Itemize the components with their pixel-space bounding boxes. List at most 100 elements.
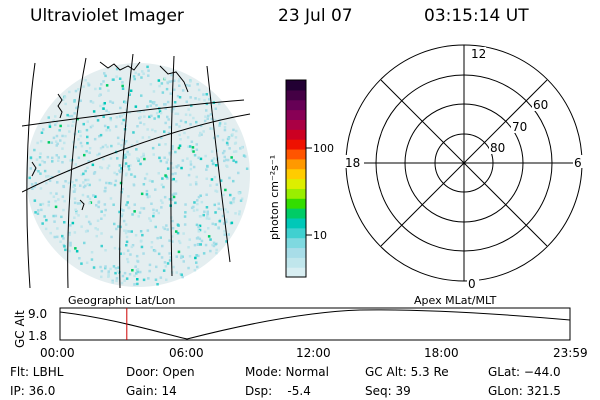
emission-pixel [92, 110, 96, 113]
emission-pixel [238, 210, 241, 213]
emission-pixel [176, 231, 180, 235]
emission-pixel [71, 180, 74, 184]
colorbar-segment [286, 267, 306, 278]
emission-pixel [200, 133, 203, 136]
emission-pixel [86, 229, 89, 233]
emission-pixel [92, 266, 96, 269]
emission-pixel [117, 142, 120, 145]
coastline [31, 61, 189, 211]
emission-pixel [178, 144, 182, 147]
emission-pixel [142, 207, 146, 210]
emission-pixel [78, 257, 81, 260]
emission-pixel [90, 251, 94, 254]
emission-pixel [181, 89, 185, 92]
emission-pixel [85, 128, 89, 132]
colorbar-segment [286, 158, 306, 170]
emission-pixel [176, 112, 180, 116]
emission-pixel [223, 233, 226, 236]
emission-pixel [52, 195, 56, 198]
emission-pixel [178, 84, 181, 87]
longitude-line [170, 55, 175, 277]
emission-pixel [53, 220, 56, 223]
emission-pixel [206, 210, 209, 213]
emission-pixel [61, 147, 64, 150]
emission-pixel [79, 99, 82, 102]
emission-pixel [232, 179, 235, 183]
emission-pixel [127, 195, 130, 198]
emission-pixel [133, 210, 136, 213]
emission-pixel [143, 157, 146, 161]
date-label: 23 Jul 07 [278, 6, 353, 26]
emission-pixel [102, 103, 105, 106]
emission-pixel [97, 205, 100, 209]
emission-pixel [234, 160, 238, 164]
emission-pixel [142, 278, 146, 282]
emission-pixel [134, 265, 137, 268]
emission-pixel [100, 275, 103, 279]
emission-pixel [225, 240, 228, 243]
emission-pixel [194, 181, 198, 184]
emission-pixel [218, 124, 221, 127]
emission-pixel [228, 147, 231, 150]
emission-pixel [129, 164, 132, 167]
emission-pixel [36, 141, 39, 145]
colorbar-segment [286, 237, 306, 249]
emission-pixel [89, 125, 93, 129]
emission-pixel [218, 122, 222, 125]
emission-pixel [146, 195, 150, 199]
emission-pixel [199, 124, 203, 127]
emission-pixel [79, 130, 82, 133]
emission-pixel [122, 209, 125, 212]
emission-pixel [107, 275, 110, 278]
emission-pixel [150, 241, 154, 244]
emission-pixel [75, 250, 79, 253]
emission-pixel [160, 183, 164, 186]
emission-pixel [215, 190, 219, 193]
emission-pixel [82, 85, 85, 88]
emission-pixel [150, 246, 153, 249]
emission-pixel [125, 244, 128, 247]
gc-alt-readout: GC Alt: 5.3 Re [365, 365, 449, 379]
emission-pixel [74, 145, 77, 149]
polar-label-18: 18 [345, 156, 360, 170]
emission-pixel [197, 98, 201, 101]
emission-pixel [162, 226, 165, 229]
emission-pixel [190, 206, 194, 210]
emission-pixel [195, 237, 199, 240]
emission-pixel [138, 110, 142, 113]
emission-pixel [191, 146, 195, 149]
emission-pixel [124, 173, 128, 177]
emission-pixel [63, 141, 66, 145]
emission-pixel [66, 113, 69, 117]
emission-pixel [103, 214, 106, 217]
emission-pixel [123, 229, 126, 232]
emission-pixel [142, 72, 145, 75]
emission-pixel [221, 214, 225, 218]
emission-pixel [136, 110, 140, 113]
emission-pixel [214, 211, 217, 214]
emission-pixel [88, 147, 92, 150]
emission-pixel [114, 179, 118, 183]
emission-pixel [213, 136, 216, 140]
emission-pixel [197, 156, 200, 159]
emission-pixel [175, 230, 178, 233]
emission-pixel [177, 164, 180, 167]
emission-pixel [187, 108, 190, 111]
emission-pixel [68, 114, 71, 118]
polar-ring-label-70: 70 [512, 120, 527, 134]
emission-pixel [209, 249, 212, 253]
emission-pixel [194, 256, 197, 260]
emission-pixel [232, 159, 235, 162]
emission-pixel [96, 228, 99, 231]
colorbar-segment [286, 188, 306, 199]
emission-pixel [205, 93, 208, 96]
emission-pixel [57, 159, 60, 162]
emission-pixel [107, 111, 111, 114]
emission-pixel [189, 80, 192, 83]
emission-pixel [130, 245, 134, 249]
emission-pixel [159, 276, 163, 279]
emission-pixel [129, 89, 133, 92]
emission-pixel [55, 192, 58, 195]
emission-pixel [107, 89, 110, 92]
emission-pixel [143, 177, 147, 180]
